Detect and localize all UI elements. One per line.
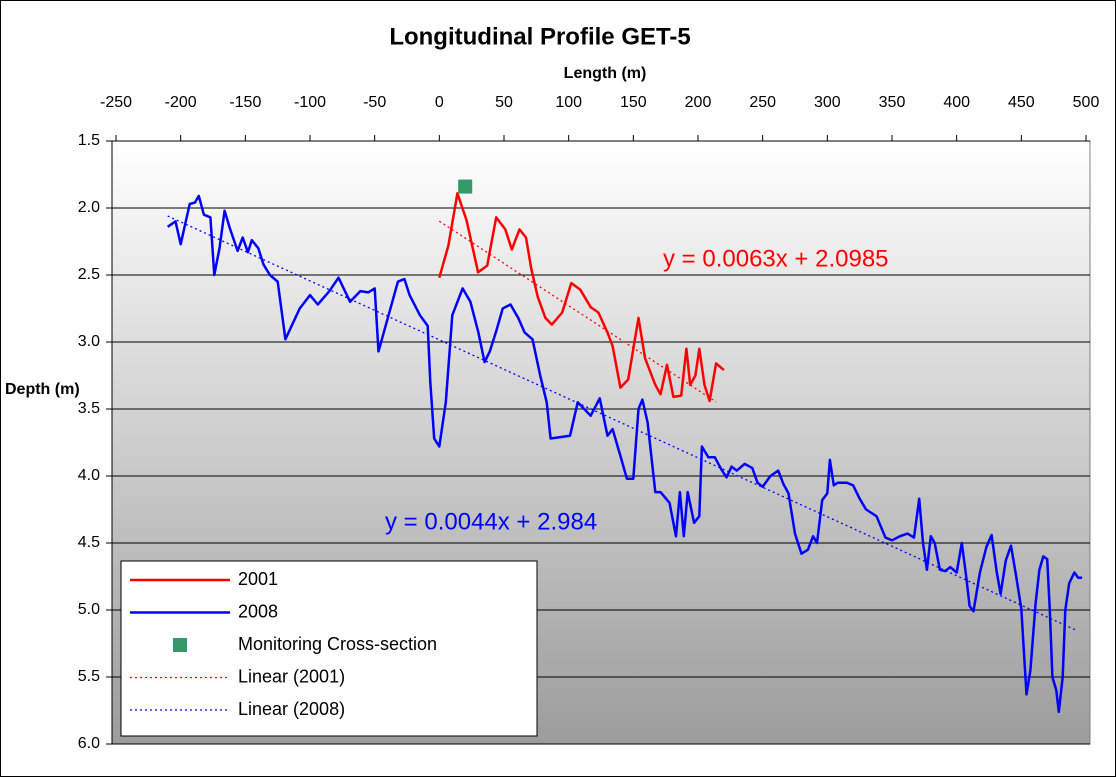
series-line: [438, 192, 725, 403]
x-tick-label: 150: [620, 94, 647, 111]
x-tick-label: 50: [495, 94, 513, 111]
y-tick-label: 3.0: [78, 333, 100, 350]
legend: [120, 560, 538, 737]
y-tick-label: 6.0: [78, 735, 100, 752]
legend-label: Linear (2001): [238, 666, 345, 686]
x-tick-label: 500: [1073, 94, 1100, 111]
y-tick-label: 2.5: [78, 266, 100, 283]
y-tick-label: 4.5: [78, 534, 100, 551]
x-tick-label: -50: [363, 94, 386, 111]
legend-label: 2001: [238, 569, 278, 589]
y-tick-label: 5.0: [78, 601, 100, 618]
y-tick-label: 1.5: [78, 132, 100, 149]
legend-label: Monitoring Cross-section: [238, 634, 437, 654]
x-tick-label: 0: [435, 94, 444, 111]
x-tick-label: 200: [685, 94, 712, 111]
trend-equation: y = 0.0063x + 2.0985: [663, 245, 889, 272]
y-tick-label: 5.5: [78, 668, 100, 685]
x-tick-label: 250: [749, 94, 776, 111]
x-tick-label: 100: [555, 94, 582, 111]
legend-label: Linear (2008): [238, 699, 345, 719]
x-tick-label: -100: [294, 94, 326, 111]
chart-title: Longitudinal Profile GET-5: [389, 23, 690, 50]
x-tick-label: -200: [165, 94, 197, 111]
trend-line: [438, 220, 717, 403]
x-tick-label: 350: [879, 94, 906, 111]
x-axis-title: Length (m): [564, 65, 647, 82]
legend-label: 2008: [238, 601, 278, 621]
marker: [458, 179, 473, 194]
y-tick-label: 4.0: [78, 467, 100, 484]
x-tick-label: -250: [100, 94, 132, 111]
x-tick-label: -150: [229, 94, 261, 111]
y-axis-title: Depth (m): [5, 381, 80, 398]
x-tick-label: 450: [1008, 94, 1035, 111]
trend-equation: y = 0.0044x + 2.984: [385, 508, 597, 535]
legend-swatch: [173, 638, 187, 652]
x-tick-label: 400: [943, 94, 970, 111]
y-tick-label: 2.0: [78, 199, 100, 216]
x-tick-label: 300: [814, 94, 841, 111]
series-line: [166, 194, 1083, 714]
y-tick-label: 3.5: [78, 400, 100, 417]
